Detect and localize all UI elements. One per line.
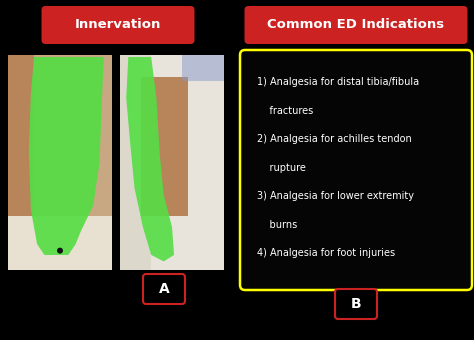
Ellipse shape (57, 248, 63, 254)
Text: B: B (351, 297, 361, 311)
FancyBboxPatch shape (182, 55, 224, 81)
FancyBboxPatch shape (120, 55, 224, 270)
Text: 1) Analgesia for distal tibia/fibula: 1) Analgesia for distal tibia/fibula (257, 77, 419, 87)
Text: A: A (159, 282, 169, 296)
Polygon shape (126, 57, 174, 261)
Text: rupture: rupture (257, 163, 306, 173)
Text: Innervation: Innervation (75, 18, 161, 32)
FancyBboxPatch shape (8, 55, 112, 270)
Text: Common ED Indications: Common ED Indications (267, 18, 445, 32)
FancyBboxPatch shape (42, 6, 194, 44)
FancyBboxPatch shape (143, 274, 185, 304)
Text: burns: burns (257, 220, 297, 230)
Text: 2) Analgesia for achilles tendon: 2) Analgesia for achilles tendon (257, 134, 412, 144)
FancyBboxPatch shape (240, 50, 472, 290)
Text: fractures: fractures (257, 106, 313, 116)
FancyBboxPatch shape (245, 6, 467, 44)
FancyBboxPatch shape (151, 55, 224, 270)
FancyBboxPatch shape (8, 216, 112, 270)
Polygon shape (29, 57, 104, 255)
Text: 3) Analgesia for lower extremity: 3) Analgesia for lower extremity (257, 191, 414, 201)
Text: 4) Analgesia for foot injuries: 4) Analgesia for foot injuries (257, 249, 395, 258)
FancyBboxPatch shape (141, 76, 188, 216)
FancyBboxPatch shape (335, 289, 377, 319)
FancyBboxPatch shape (8, 55, 34, 270)
